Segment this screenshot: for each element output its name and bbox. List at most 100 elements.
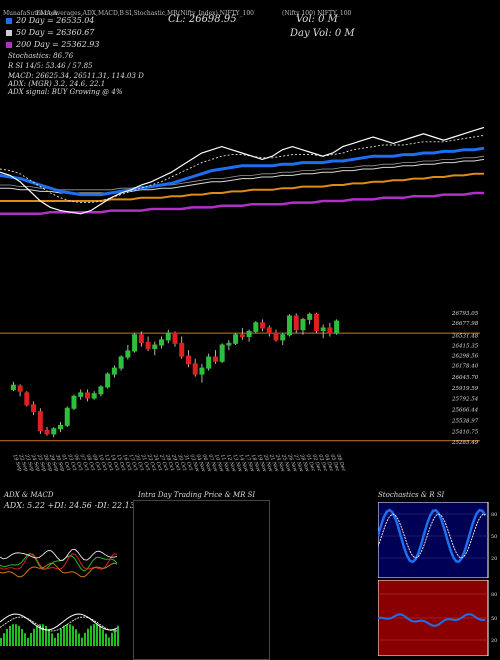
macd-histogram-bar — [114, 628, 116, 646]
date-tick-label: 30 Sep — [54, 454, 66, 473]
macd-histogram-bar — [9, 625, 11, 646]
ema-dotted-line — [0, 134, 485, 204]
adx-panel-values: ADX: 5.22 +DI: 24.56 -DI: 22.13 — [4, 501, 135, 510]
legend-ma50: 50 Day = 26360.67 — [6, 28, 94, 37]
macd-indicator-panel — [0, 598, 122, 658]
indicator-list: EMA,Averages,ADX,MACD,B — [36, 10, 124, 17]
macd-histogram-bar — [87, 628, 89, 646]
date-tick-label: 19 Nov — [256, 454, 268, 473]
date-tick-label: 11 Nov — [219, 454, 231, 473]
price-tick-label: 25538.97 — [451, 418, 479, 424]
candle-body — [78, 392, 84, 397]
price-line — [0, 126, 485, 215]
stochastics-stat: Stochastics: 86.76 — [8, 52, 74, 60]
stochastic-k-line — [378, 508, 487, 564]
date-tick-label: 30 Oct — [176, 454, 188, 473]
candle-body — [44, 429, 50, 435]
candle-body — [334, 320, 340, 334]
macd-histogram-bar — [57, 632, 59, 646]
candle-body — [58, 424, 64, 430]
date-tick-label: 17 Oct — [127, 454, 139, 473]
macd-histogram-bar — [111, 632, 113, 646]
macd-histogram-bar — [45, 625, 47, 646]
candle-body — [71, 395, 77, 409]
date-tick-label: 08 Oct — [85, 454, 97, 473]
rsi-level-label: 20 — [491, 638, 497, 644]
candle-body — [172, 332, 178, 344]
candle-body — [165, 332, 171, 341]
macd-histogram-bar — [96, 624, 98, 646]
macd-histogram-bar — [108, 637, 110, 646]
candle-body — [300, 318, 306, 331]
adx-panel-title: ADX & MACD — [4, 491, 54, 499]
price-tick-label: 26298.56 — [451, 353, 479, 359]
candle-body — [307, 313, 313, 320]
candle-body — [118, 356, 124, 369]
price-tick-label: 25919.59 — [451, 386, 479, 392]
candlestick-chart: 26793.05 26677.98 26531.48 26415.35 26298.56… — [0, 311, 480, 473]
candle-body — [273, 332, 279, 341]
candle-body — [260, 322, 266, 329]
date-tick-label: 12 Nov — [225, 454, 237, 473]
macd-histogram-bar — [75, 629, 77, 646]
macd-histogram-bar — [21, 629, 23, 646]
macd-histogram-bar — [48, 629, 50, 646]
stochastic-label: SI,Stochastic,MR — [125, 10, 178, 17]
ma50-line — [0, 158, 485, 194]
macd-histogram-bar — [60, 628, 62, 646]
rsi-indicator-panel: 80 50 20 — [378, 580, 497, 656]
macd-histogram-bar — [42, 624, 44, 646]
stochastics-level-label: 80 — [491, 512, 497, 518]
macd-histogram-bar — [72, 626, 74, 646]
adx-line — [0, 562, 118, 578]
adx-indicator-panel — [0, 540, 122, 580]
macd-histogram-bar — [54, 637, 56, 646]
date-tick-label: 06 Nov — [201, 454, 213, 473]
macd-histogram-bar — [78, 633, 80, 646]
candle-body — [212, 356, 218, 362]
candle-body — [266, 327, 272, 334]
date-tick-label: 01 Dec — [305, 454, 317, 473]
price-tick-label: 26045.70 — [451, 375, 479, 381]
date-tick-label: 03 Oct — [66, 454, 78, 473]
plus-di-line — [0, 552, 118, 572]
macd-histogram-bar — [6, 628, 8, 646]
price-tick-label: 26677.98 — [451, 321, 479, 327]
ma50-upper-line — [0, 155, 485, 191]
candle-body — [293, 315, 299, 331]
candle-body — [105, 373, 111, 388]
date-tick-label: 16 Oct — [121, 454, 133, 473]
candle-body — [280, 334, 286, 341]
date-tick-label: 01 Oct — [60, 454, 72, 473]
candle-body — [145, 341, 151, 349]
date-tick-label: 07 Oct — [78, 454, 90, 473]
candle-body — [152, 344, 158, 349]
macd-histogram-bar — [90, 625, 92, 646]
date-tick-label: 14 Oct — [109, 454, 121, 473]
macd-histogram-bar — [27, 637, 29, 646]
macd-histogram-bar — [33, 628, 35, 646]
price-tick-label: 25792.54 — [451, 397, 479, 403]
candle-body — [253, 322, 259, 332]
candle-body — [111, 367, 117, 375]
stochastics-panel-title: Stochastics & R SI — [378, 491, 445, 499]
candle-body — [233, 334, 239, 344]
candle-body — [159, 339, 165, 346]
candle-body — [64, 407, 70, 426]
adx-stat: ADX: (MGR) 3.2, 24.6, 22.1 — [8, 80, 106, 88]
rsi-level-label: 50 — [491, 616, 497, 622]
symbol-label: (Nifty_Index) NIFTY_100 — [178, 10, 254, 17]
candle-body — [219, 344, 225, 362]
macd-histogram-bar — [63, 625, 65, 646]
price-tick-label: 25666.44 — [451, 407, 479, 413]
macd-histogram-bar — [66, 624, 68, 646]
candle-body — [179, 342, 185, 357]
candle-body — [98, 386, 104, 395]
legend-ma20: 20 Day = 26535.04 — [6, 16, 94, 25]
macd-histogram-bar — [39, 624, 41, 646]
price-tick-label: 26415.35 — [451, 343, 479, 349]
candle-body — [226, 342, 232, 346]
day-volume-text: Day Vol: 0 M — [290, 28, 355, 39]
macd-histogram-bar — [99, 626, 101, 646]
candle-body — [31, 404, 37, 413]
